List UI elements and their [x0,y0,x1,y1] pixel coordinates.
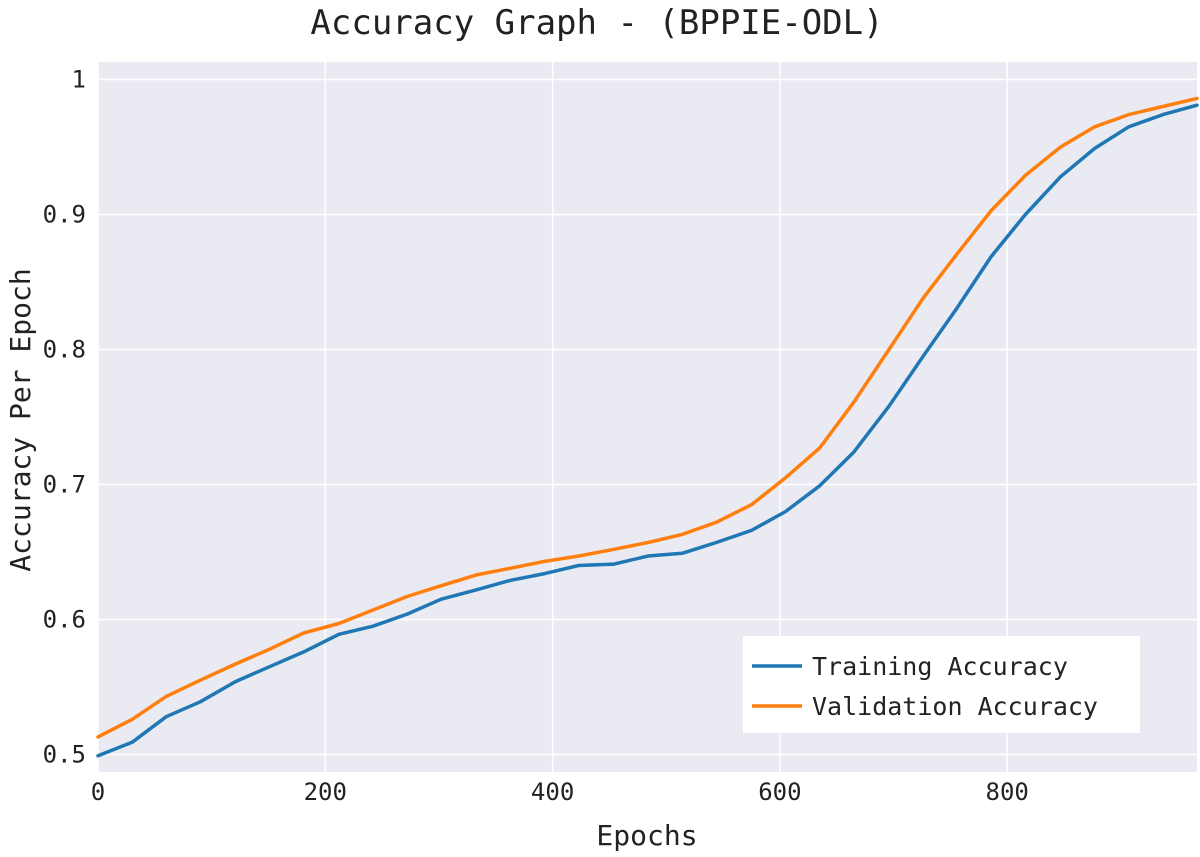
y-tick-labels: 0.5 0.6 0.7 0.8 0.9 1 [43,66,86,769]
x-axis-label: Epochs [596,819,697,852]
x-tick-label: 600 [758,778,801,806]
y-tick-label: 1 [72,66,86,94]
x-tick-label: 400 [531,778,574,806]
grid-lines [97,62,1197,772]
x-tick-labels: 0 200 400 600 800 [91,778,1029,806]
y-tick-label: 0.7 [43,470,86,498]
x-tick-label: 200 [304,778,347,806]
chart-legend: Training Accuracy Validation Accuracy [743,636,1140,733]
y-tick-label: 0.6 [43,605,86,633]
series-line-training [96,103,1199,758]
y-tick-label: 0.8 [43,336,86,364]
legend-box [743,636,1140,733]
legend-label: Training Accuracy [812,652,1068,681]
x-tick-label: 800 [986,778,1029,806]
y-tick-label: 0.9 [43,201,86,229]
x-tick-label: 0 [91,778,105,806]
y-axis-label: Accuracy Per Epoch [4,268,37,571]
chart-title: Accuracy Graph - (BPPIE-ODL) [310,3,883,43]
series-lines [96,96,1199,758]
y-tick-label: 0.5 [43,740,86,768]
series-line-validation [96,96,1199,739]
legend-label: Validation Accuracy [812,692,1098,721]
